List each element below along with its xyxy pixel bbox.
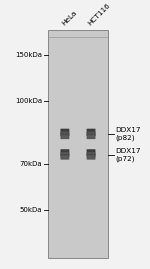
Bar [49,31,107,257]
FancyBboxPatch shape [61,155,68,157]
FancyBboxPatch shape [61,135,68,137]
Text: DDX17
(p82): DDX17 (p82) [115,127,141,141]
FancyBboxPatch shape [87,135,95,137]
Text: HeLa: HeLa [61,9,78,27]
FancyBboxPatch shape [87,149,96,157]
Text: 150kDa: 150kDa [15,52,42,58]
FancyBboxPatch shape [60,132,69,139]
FancyBboxPatch shape [87,132,95,133]
FancyBboxPatch shape [87,152,95,154]
Text: 100kDa: 100kDa [15,98,42,104]
Bar [48,30,108,258]
FancyBboxPatch shape [60,153,69,160]
FancyBboxPatch shape [87,132,96,139]
FancyBboxPatch shape [61,152,68,154]
FancyBboxPatch shape [61,132,68,133]
Text: DDX17
(p72): DDX17 (p72) [115,148,141,162]
FancyBboxPatch shape [87,153,96,160]
FancyBboxPatch shape [87,129,96,136]
FancyBboxPatch shape [87,155,95,157]
FancyBboxPatch shape [60,149,69,157]
Text: HCT116: HCT116 [87,2,111,27]
FancyBboxPatch shape [60,129,69,136]
Text: 70kDa: 70kDa [20,161,42,167]
Text: 50kDa: 50kDa [20,207,42,213]
